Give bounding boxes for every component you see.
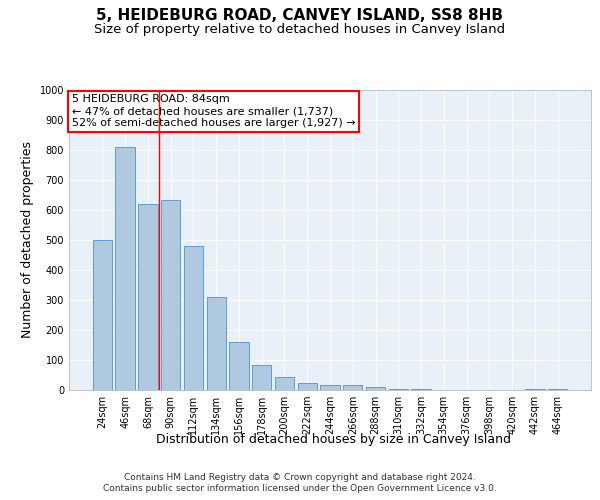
Text: Contains HM Land Registry data © Crown copyright and database right 2024.: Contains HM Land Registry data © Crown c… [124, 472, 476, 482]
Bar [275, 376, 294, 390]
Bar [184, 246, 203, 390]
Bar [161, 200, 181, 390]
Bar [93, 240, 112, 390]
Text: Distribution of detached houses by size in Canvey Island: Distribution of detached houses by size … [155, 432, 511, 446]
Bar [206, 297, 226, 390]
Bar [320, 384, 340, 390]
Bar [366, 388, 385, 390]
Bar [229, 342, 248, 390]
Bar [138, 204, 158, 390]
Text: Contains public sector information licensed under the Open Government Licence v3: Contains public sector information licen… [103, 484, 497, 493]
Bar [252, 366, 271, 390]
Bar [115, 147, 135, 390]
Bar [343, 384, 362, 390]
Text: Size of property relative to detached houses in Canvey Island: Size of property relative to detached ho… [94, 22, 506, 36]
Text: 5, HEIDEBURG ROAD, CANVEY ISLAND, SS8 8HB: 5, HEIDEBURG ROAD, CANVEY ISLAND, SS8 8H… [97, 8, 503, 22]
Y-axis label: Number of detached properties: Number of detached properties [21, 142, 34, 338]
Bar [525, 388, 545, 390]
Text: 5 HEIDEBURG ROAD: 84sqm
← 47% of detached houses are smaller (1,737)
52% of semi: 5 HEIDEBURG ROAD: 84sqm ← 47% of detache… [71, 94, 355, 128]
Bar [389, 388, 408, 390]
Bar [298, 383, 317, 390]
